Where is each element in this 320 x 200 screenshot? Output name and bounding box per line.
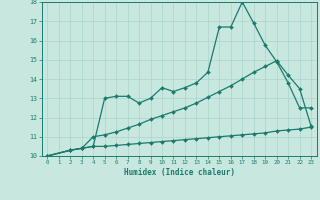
X-axis label: Humidex (Indice chaleur): Humidex (Indice chaleur) <box>124 168 235 177</box>
